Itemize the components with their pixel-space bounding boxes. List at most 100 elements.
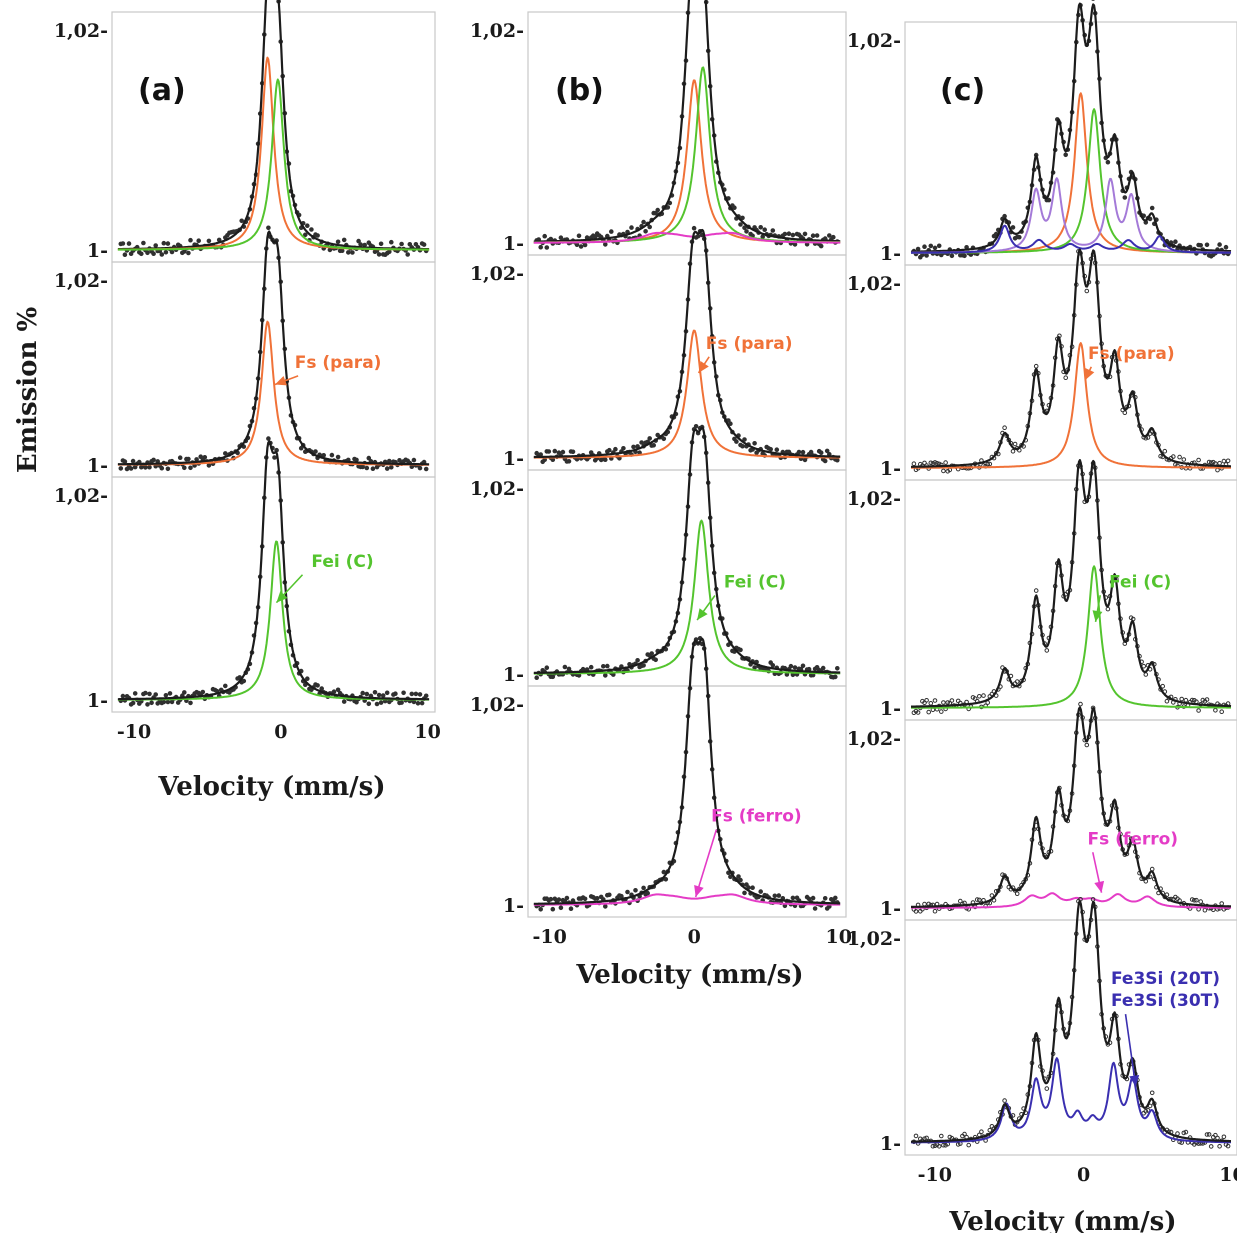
data-point	[966, 1142, 972, 1148]
data-point	[151, 251, 156, 256]
data-point	[558, 235, 564, 240]
data-point	[911, 461, 917, 467]
data-point	[169, 249, 175, 255]
data-point	[812, 906, 818, 911]
data-point	[607, 447, 612, 453]
data-point	[1208, 460, 1214, 465]
data-point	[941, 468, 946, 474]
data-point	[653, 211, 659, 216]
data-point	[401, 690, 406, 696]
data-point	[740, 215, 745, 221]
data-point	[223, 683, 228, 689]
data-point	[661, 869, 667, 875]
data-point	[625, 889, 630, 895]
data-point	[609, 229, 614, 234]
data-point	[132, 691, 138, 696]
data-point	[989, 1124, 995, 1129]
data-point	[633, 888, 638, 893]
data-point	[949, 253, 955, 259]
series-line-fit	[117, 230, 430, 466]
data-point	[786, 231, 792, 236]
data-point	[1044, 1086, 1050, 1091]
y-tick-label: 1-	[880, 458, 901, 480]
data-point	[399, 700, 404, 705]
data-point	[603, 457, 608, 463]
data-point	[691, 225, 697, 231]
data-point	[389, 465, 394, 470]
data-point	[924, 1135, 929, 1141]
data-point	[556, 897, 562, 902]
y-tick-label: 1-	[87, 455, 108, 477]
data-point	[149, 700, 154, 706]
series-line-fei-c	[117, 540, 430, 701]
data-point	[1223, 244, 1229, 250]
data-point	[810, 895, 816, 901]
data-point	[413, 691, 419, 697]
data-point	[315, 683, 320, 688]
series-line-fit	[910, 2, 1232, 253]
data-point	[1225, 458, 1231, 464]
data-point	[380, 693, 386, 698]
data-point	[987, 461, 993, 467]
data-point	[397, 458, 402, 463]
data-point	[936, 1144, 942, 1149]
data-point	[1010, 225, 1016, 230]
data-point	[200, 689, 206, 695]
annotation-label: Fe3Si (20T)	[1111, 969, 1220, 989]
data-point	[936, 243, 942, 249]
data-point	[788, 663, 794, 669]
data-point	[145, 250, 150, 256]
panel-group: 1,02- 1- (a) 1,02- 1- Fs (para) 1,02- 1- -10 0 10 F…	[54, 0, 1237, 1186]
data-point	[126, 241, 132, 246]
data-point	[1143, 879, 1149, 884]
data-point	[1217, 1144, 1222, 1149]
data-point	[740, 443, 745, 449]
data-point	[167, 691, 173, 696]
data-point	[364, 691, 370, 697]
y-tick-label: 1-	[880, 898, 901, 920]
data-point	[413, 242, 419, 247]
data-point	[143, 465, 148, 470]
data-point	[313, 449, 318, 454]
y-tick-label: 1,02-	[847, 728, 901, 750]
arrow-head-icon	[276, 591, 288, 603]
spectrum-panel: 1,02- 1- -10 0 10 Fs (ferro)	[470, 636, 852, 948]
data-point	[1010, 449, 1016, 454]
data-point	[1162, 448, 1168, 454]
data-point	[366, 455, 372, 461]
arrow-head-icon	[694, 884, 704, 897]
series-line-fei-c	[117, 78, 430, 251]
data-point	[538, 244, 544, 250]
x-tick-label: 0	[274, 721, 287, 743]
data-point	[188, 237, 193, 243]
data-point	[1221, 1134, 1227, 1140]
data-point	[742, 437, 747, 442]
data-point	[603, 242, 608, 247]
data-point	[186, 456, 191, 462]
y-tick-label: 1-	[503, 233, 524, 255]
data-point	[1033, 588, 1039, 593]
data-point	[818, 450, 824, 456]
spectrum-panel: 1,02- 1- (a)	[54, 0, 436, 263]
spectrum-panel: 1,02- 1- -10 0 10 Fei (C)	[54, 436, 441, 743]
data-point	[362, 242, 368, 248]
y-tick-label: 1,02-	[847, 30, 901, 52]
arrow-head-icon	[1092, 610, 1103, 622]
data-point	[649, 651, 655, 656]
data-point	[419, 700, 425, 706]
annotation-arrow	[1124, 1014, 1137, 1087]
x-tick-label: 0	[688, 926, 701, 948]
data-point	[945, 700, 951, 705]
data-point	[822, 896, 828, 901]
data-point	[647, 436, 653, 441]
data-point	[1158, 453, 1163, 459]
data-point	[139, 251, 144, 257]
data-point	[796, 449, 802, 455]
data-point	[143, 690, 148, 696]
x-tick-label: -10	[117, 721, 151, 743]
data-point	[1164, 892, 1170, 898]
data-point	[356, 238, 361, 244]
x-axis-label-b: Velocity (mm/s)	[575, 960, 803, 990]
data-point	[582, 896, 588, 902]
series-line-fit	[533, 637, 841, 905]
